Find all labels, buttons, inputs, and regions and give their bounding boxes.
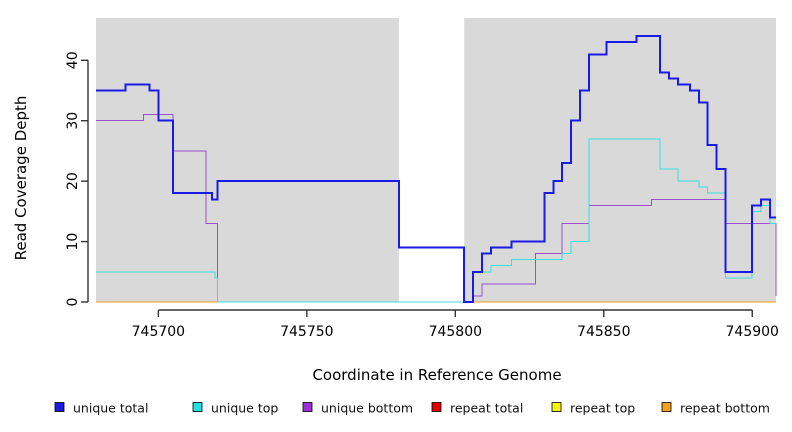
legend-item[interactable]: repeat top xyxy=(551,401,635,416)
axis-layer xyxy=(81,59,753,317)
legend-item[interactable]: repeat total xyxy=(431,401,523,416)
x-tick-label: 745800 xyxy=(429,324,482,340)
legend-item[interactable]: unique top xyxy=(192,401,278,416)
x-tick-label: 745900 xyxy=(726,324,779,340)
y-tick-label: 0 xyxy=(65,298,81,307)
series-line xyxy=(96,35,776,303)
legend-swatch xyxy=(551,402,562,412)
legend-swatch xyxy=(54,402,65,412)
x-tick-label: 745700 xyxy=(132,324,185,340)
legend-swatch xyxy=(661,402,672,412)
legend-swatch xyxy=(192,402,203,412)
y-tick-label: 10 xyxy=(65,233,81,251)
y-tick-label: 40 xyxy=(65,51,81,69)
legend-label: unique total xyxy=(73,401,148,416)
legend-label: repeat total xyxy=(450,401,523,416)
plot-panel xyxy=(96,18,776,302)
y-tick-label: 20 xyxy=(65,172,81,190)
legend-swatch xyxy=(431,402,442,412)
chart-legend: unique total unique top unique bottom repea… xyxy=(54,401,770,416)
x-axis-title: Coordinate in Reference Genome xyxy=(312,366,561,384)
legend-item[interactable]: repeat bottom xyxy=(661,401,770,416)
legend-swatch xyxy=(302,402,313,412)
legend-label: unique bottom xyxy=(321,401,413,416)
legend-label: repeat bottom xyxy=(680,401,770,416)
legend-item[interactable]: unique bottom xyxy=(302,401,413,416)
y-tick-label: 30 xyxy=(65,112,81,130)
legend-item[interactable]: unique total xyxy=(54,401,148,416)
series-line xyxy=(96,138,776,303)
series-layer xyxy=(96,35,777,303)
tick-label-layer: 0 10 20 30 40 745700 745750 745800 745850 745900 xyxy=(65,51,779,340)
x-tick-label: 745850 xyxy=(577,324,630,340)
x-tick-label: 745750 xyxy=(280,324,333,340)
legend-label: unique top xyxy=(211,401,278,416)
legend-label: repeat top xyxy=(570,401,635,416)
y-axis-title: Read Coverage Depth xyxy=(12,96,30,261)
